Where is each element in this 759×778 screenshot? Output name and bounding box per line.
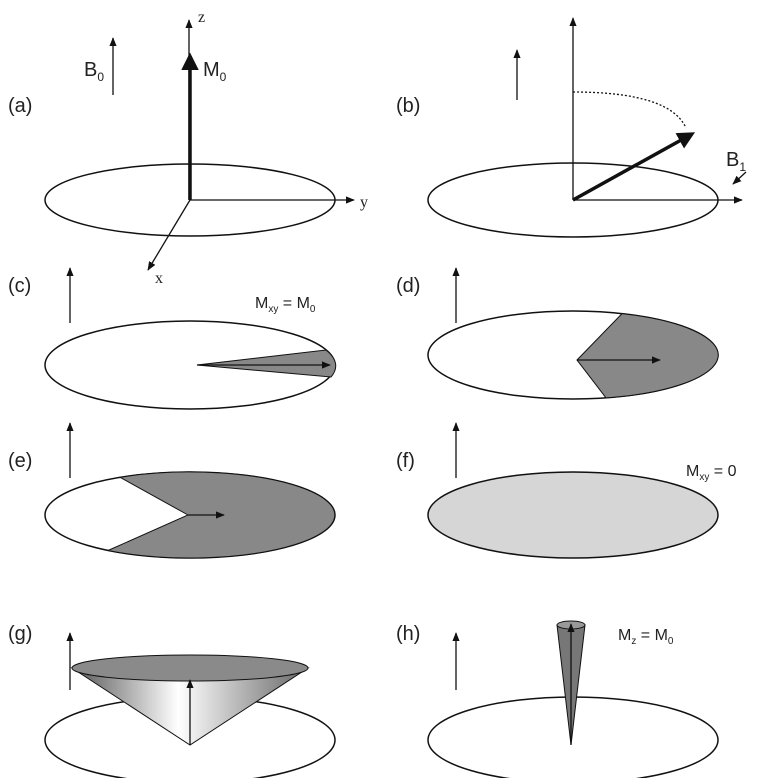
b1-base: B: [726, 149, 739, 171]
panel-label: (e): [8, 450, 32, 472]
m-sub2: 0: [310, 304, 316, 315]
x-label: x: [155, 270, 163, 287]
panel-h: (h) Mz = M0: [396, 621, 718, 778]
m0-sub: 0: [220, 70, 227, 84]
b1-label: B1: [726, 149, 746, 174]
panel-e: (e): [8, 423, 335, 558]
panel-a: (a) B0 z M0 y x: [8, 9, 368, 287]
b0-label: B0: [84, 59, 104, 84]
m-sub2: 0: [668, 636, 674, 647]
m-sub: xy: [699, 472, 709, 483]
m-sub: xy: [268, 304, 278, 315]
diagram: (a) B0 z M0 y x (b) B1 (c) Mxy = M0 (d) …: [0, 0, 759, 778]
cone-rim: [72, 655, 308, 681]
rotation-path: [573, 92, 686, 128]
m-rest: = 0: [709, 463, 736, 480]
panel-label: (b): [396, 95, 420, 117]
m-base: M: [255, 295, 268, 312]
panel-f: (f) Mxy = 0: [396, 423, 737, 558]
panel-label: (d): [396, 275, 420, 297]
b0-base: B: [84, 59, 97, 81]
m0-base: M: [203, 59, 220, 81]
y-label: y: [360, 194, 368, 211]
m-base: M: [686, 463, 699, 480]
m-base: M: [618, 627, 631, 644]
m0-label: M0: [203, 59, 227, 84]
b0-sub: 0: [97, 70, 104, 84]
panel-label: (h): [396, 623, 420, 645]
panel-label: (c): [8, 275, 31, 297]
panel-label: (g): [8, 623, 32, 645]
mxy-label: Mxy = 0: [686, 463, 737, 483]
mxy-label: Mxy = M0: [255, 295, 316, 315]
m-rest: = M: [636, 627, 668, 644]
panel-b: (b) B1: [396, 18, 746, 237]
mz-label: Mz = M0: [618, 627, 674, 647]
panel-label: (a): [8, 95, 32, 117]
panel-d: (d): [396, 268, 718, 399]
panel-c: (c) Mxy = M0: [8, 268, 336, 409]
panel-label: (f): [396, 450, 415, 472]
z-label: z: [198, 9, 205, 26]
xy-plane: [428, 472, 718, 558]
m-rest: = M: [278, 295, 310, 312]
panel-g: (g): [8, 623, 335, 778]
